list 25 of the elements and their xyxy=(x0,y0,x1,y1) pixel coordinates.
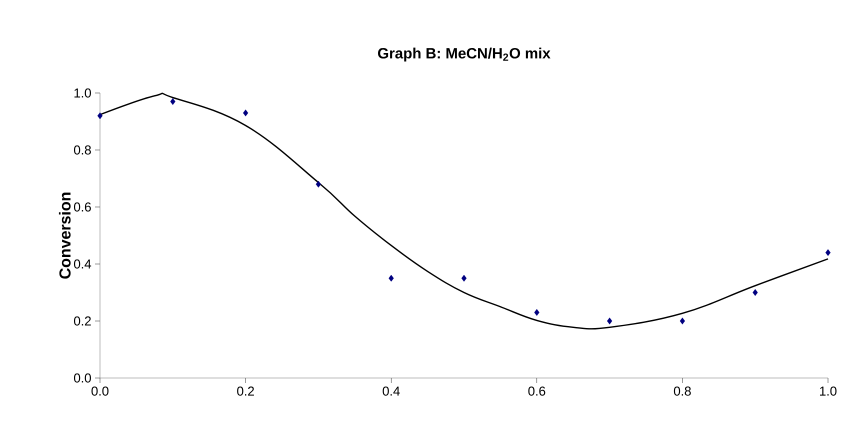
point xyxy=(607,318,612,324)
point xyxy=(461,274,467,282)
chart-title: Graph B: MeCN/H$_{2}$O mix xyxy=(378,48,550,62)
x-tick-label: 0.0 xyxy=(92,386,109,396)
point xyxy=(752,289,758,296)
y-tick-label: 0.4 xyxy=(74,259,92,269)
point xyxy=(680,318,686,324)
x-tick-label: 0.2 xyxy=(237,386,254,396)
y-tick-label: 0.0 xyxy=(74,373,91,383)
y-tick-label: 0.8 xyxy=(74,145,91,155)
point xyxy=(534,309,540,316)
y-axis-title: Conversion xyxy=(58,192,71,279)
point xyxy=(388,274,394,282)
y-tick-label: 0.2 xyxy=(74,316,91,326)
x-tick-label: 1.0 xyxy=(820,386,837,396)
point xyxy=(97,112,103,120)
x-tick-label: 0.4 xyxy=(382,386,400,396)
y-tick-label: 1.0 xyxy=(74,88,91,98)
point xyxy=(825,249,831,256)
point xyxy=(170,98,176,105)
x-tick-label: 0.6 xyxy=(528,386,546,396)
y-tick-label: 0.6 xyxy=(74,202,91,212)
point xyxy=(316,180,322,188)
x-tick-label: 0.8 xyxy=(674,386,691,396)
point xyxy=(243,110,248,116)
